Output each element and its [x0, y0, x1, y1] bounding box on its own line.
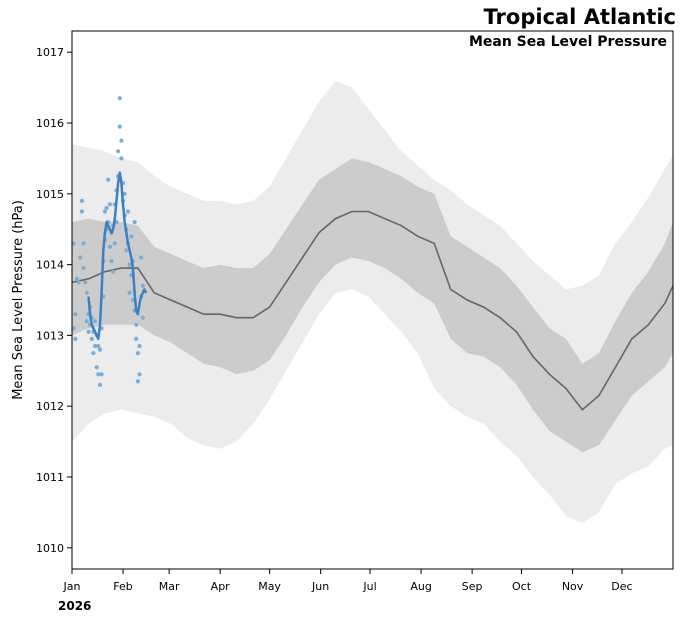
observation-point: [125, 209, 131, 214]
observation-point: [139, 255, 144, 260]
observation-point: [83, 280, 88, 285]
x-tick-label: Apr: [211, 580, 231, 593]
observation-point: [140, 315, 145, 320]
observation-point: [94, 365, 99, 370]
observation-point: [116, 149, 121, 154]
observation-point: [76, 280, 81, 285]
y-tick-label: 1017: [36, 46, 64, 59]
observation-point: [107, 244, 112, 249]
x-axis-ticks: Jan Feb Mar Apr May Jun Jul Aug Sep Oct Nov Dec: [63, 569, 633, 593]
x-tick-label: Jul: [362, 580, 376, 593]
y-axis-ticks: 1010 1011 1012 1013 1014 1015 1016 1017: [36, 46, 72, 555]
x-tick-label: Oct: [512, 580, 532, 593]
observation-point: [107, 202, 112, 207]
x-tick-label: Jun: [311, 580, 329, 593]
y-axis-label: Mean Sea Level Pressure (hPa): [11, 200, 26, 400]
observation-point: [129, 234, 134, 239]
x-tick-label: Sep: [462, 580, 483, 593]
y-tick-label: 1012: [36, 400, 64, 413]
climatology-outer-band: [72, 80, 673, 523]
observation-point: [135, 379, 140, 384]
observation-point: [93, 319, 98, 324]
observation-point: [78, 255, 83, 260]
year-label: 2026: [58, 599, 91, 613]
y-tick-label: 1014: [36, 259, 64, 272]
plot-frame: [71, 30, 674, 570]
x-tick-label: Aug: [410, 580, 431, 593]
observation-point: [74, 276, 79, 281]
chart-subtitle: Mean Sea Level Pressure: [469, 34, 667, 50]
observation-point: [140, 283, 145, 288]
observation-point: [97, 382, 103, 387]
observation-point: [96, 343, 101, 349]
observation-point: [71, 326, 76, 331]
chart-title: Tropical Atlantic: [484, 5, 676, 29]
observation-point: [91, 351, 96, 356]
climatology-inner-band: [72, 158, 673, 453]
x-tick-label: Dec: [611, 580, 632, 593]
y-tick-label: 1015: [36, 188, 64, 201]
observation-point: [135, 351, 140, 356]
observation-point: [84, 319, 89, 324]
observation-point: [117, 96, 122, 101]
x-tick-label: Nov: [562, 580, 584, 593]
observation-point: [134, 336, 139, 341]
observation-point: [137, 343, 142, 349]
observation-point: [122, 191, 127, 196]
observation-point: [127, 262, 132, 267]
x-tick-label: Mar: [159, 580, 180, 593]
observation-point: [71, 241, 76, 246]
observation-point: [73, 312, 78, 317]
y-tick-label: 1013: [36, 329, 64, 342]
observation-point: [117, 124, 122, 129]
climatology-bands: [72, 80, 673, 523]
observation-point: [109, 259, 114, 264]
observation-point: [127, 290, 132, 295]
observation-point: [132, 220, 137, 225]
x-tick-label: Jan: [63, 580, 81, 593]
observation-point: [79, 198, 84, 203]
observation-point: [84, 290, 89, 295]
observation-point: [124, 248, 129, 253]
observation-point: [73, 336, 78, 341]
observation-point: [97, 347, 103, 352]
observation-point: [137, 372, 142, 377]
observation-point: [99, 372, 104, 377]
observation-point: [89, 336, 94, 341]
observation-point: [134, 322, 139, 327]
x-tick-label: May: [258, 580, 281, 593]
observation-point: [86, 329, 91, 334]
observation-point: [112, 241, 117, 246]
y-tick-label: 1010: [36, 542, 64, 555]
observation-point: [102, 209, 107, 214]
x-tick-label: Feb: [113, 580, 132, 593]
observation-point: [81, 266, 86, 271]
climatology-mean-line: [71, 210, 674, 411]
observation-point: [93, 343, 98, 349]
y-tick-label: 1016: [36, 117, 64, 130]
observation-point: [104, 205, 109, 211]
observation-point: [96, 372, 101, 377]
observation-point: [81, 241, 86, 246]
series-2026-line: [87, 171, 148, 341]
observation-point: [79, 209, 84, 214]
observation-point: [111, 269, 116, 274]
observation-point: [119, 156, 124, 161]
observation-point: [106, 177, 111, 182]
observation-point: [119, 138, 124, 143]
y-tick-label: 1011: [36, 471, 64, 484]
